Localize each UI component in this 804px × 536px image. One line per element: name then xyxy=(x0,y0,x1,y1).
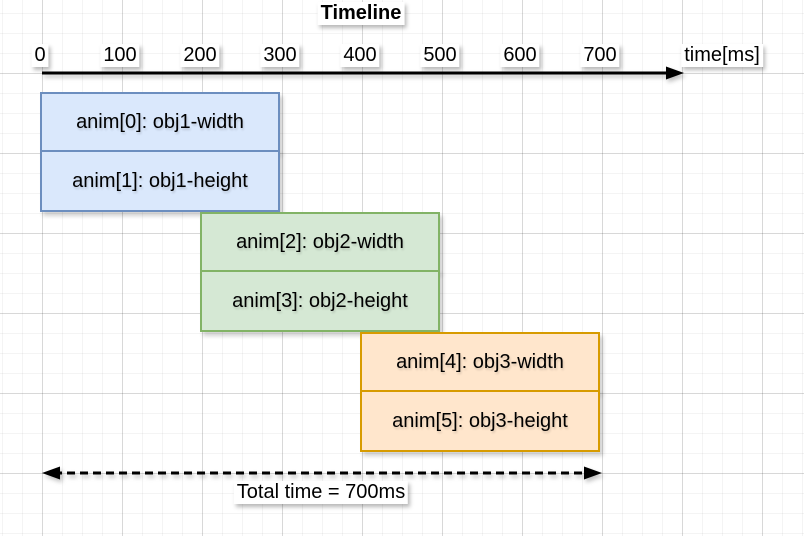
axis-tick-label-400: 400 xyxy=(340,44,380,67)
anim-bar-3-obj2-height: anim[3]: obj2-height xyxy=(200,270,440,332)
axis-tick-label-700: 700 xyxy=(580,44,620,67)
anim-bar-5-obj3-height: anim[5]: obj3-height xyxy=(360,390,600,452)
axis-arrowhead-icon xyxy=(666,66,684,80)
axis-tick-label-600: 600 xyxy=(500,44,540,67)
diagram-title: Timeline xyxy=(317,2,405,25)
axis-tick-label-300: 300 xyxy=(260,44,300,67)
axis-tick-label-200: 200 xyxy=(180,44,220,67)
axis-unit-label: time[ms] xyxy=(681,44,763,67)
anim-bar-2-obj2-width: anim[2]: obj2-width xyxy=(200,212,440,272)
anim-bar-1-obj1-height: anim[1]: obj1-height xyxy=(40,150,280,212)
total-time-label: Total time = 700ms xyxy=(233,481,409,504)
axis-tick-label-0: 0 xyxy=(31,44,49,67)
anim-bar-4-obj3-width: anim[4]: obj3-width xyxy=(360,332,600,392)
left-arrowhead-icon xyxy=(42,466,60,480)
right-arrowhead-icon xyxy=(584,466,602,480)
axis-tick-label-500: 500 xyxy=(420,44,460,67)
axis-tick-label-100: 100 xyxy=(100,44,140,67)
anim-bar-0-obj1-width: anim[0]: obj1-width xyxy=(40,92,280,152)
